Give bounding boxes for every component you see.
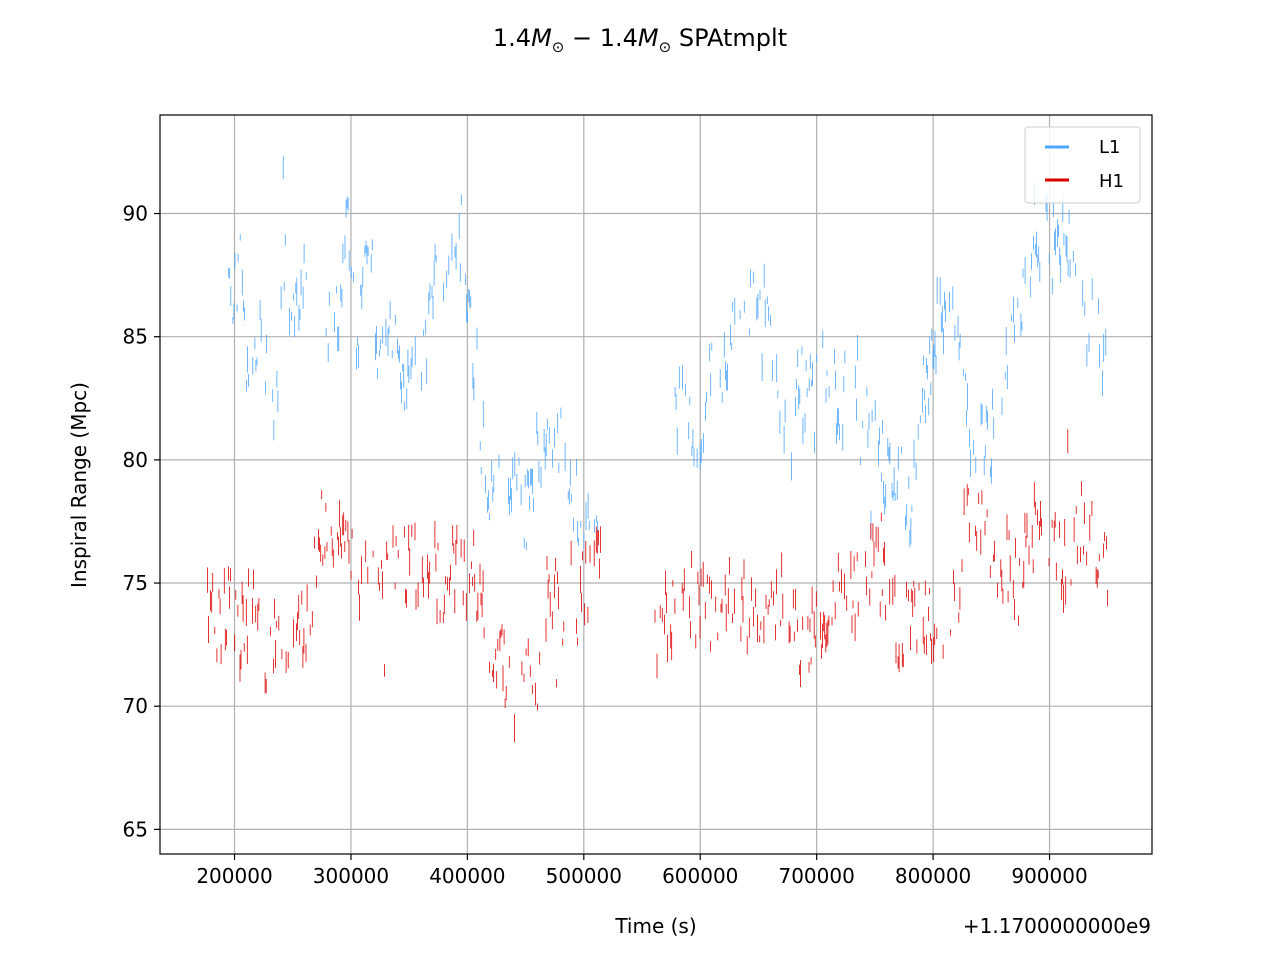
x-axis-ticks: 200000 300000 400000 500000 600000 700000 8000… [196, 854, 1088, 888]
y-tick-label: 90 [123, 202, 148, 226]
y-tick-label: 80 [123, 448, 148, 472]
plot-area: 200000 300000 400000 500000 600000 700000 8000… [123, 114, 1153, 888]
y-tick-label: 85 [123, 325, 148, 349]
x-tick-label: 400000 [429, 864, 505, 888]
grid-lines [160, 115, 1152, 854]
y-tick-label: 65 [123, 817, 148, 841]
x-axis-offset-label: +1.1700000000e9 [963, 914, 1151, 938]
title-mass-1: 1.4 [493, 24, 531, 52]
x-axis-label: Time (s) [614, 914, 696, 938]
title-m-symbol-2: M [638, 24, 659, 52]
x-tick-label: 900000 [1011, 864, 1087, 888]
title-sun-subscript-1: ⊙ [552, 38, 565, 56]
x-tick-label: 200000 [196, 864, 272, 888]
axes-frame [159, 114, 1153, 855]
series-h1 [207, 429, 1108, 743]
series-l1 [228, 155, 1107, 550]
title-m-symbol-1: M [531, 24, 552, 52]
x-tick-label: 800000 [895, 864, 971, 888]
y-axis-ticks: 65 70 75 80 85 90 [123, 202, 160, 841]
y-axis-label: Inspiral Range (Mpc) [67, 382, 91, 588]
x-tick-label: 600000 [662, 864, 738, 888]
x-tick-label: 300000 [313, 864, 389, 888]
legend-label-l1: L1 [1099, 137, 1120, 158]
x-tick-label: 700000 [778, 864, 854, 888]
title-template-name: SPAtmplt [671, 24, 787, 52]
title-sun-subscript-2: ⊙ [659, 38, 672, 56]
legend: L1 H1 [1024, 126, 1141, 204]
title-minus-mass-2: − 1.4 [564, 24, 638, 52]
y-tick-label: 70 [123, 694, 148, 718]
chart-title: 1.4M⊙ − 1.4M⊙ SPAtmplt [493, 24, 787, 56]
legend-label-h1: H1 [1099, 171, 1124, 192]
y-tick-label: 75 [123, 571, 148, 595]
x-tick-label: 500000 [546, 864, 622, 888]
series-layer [207, 155, 1108, 743]
